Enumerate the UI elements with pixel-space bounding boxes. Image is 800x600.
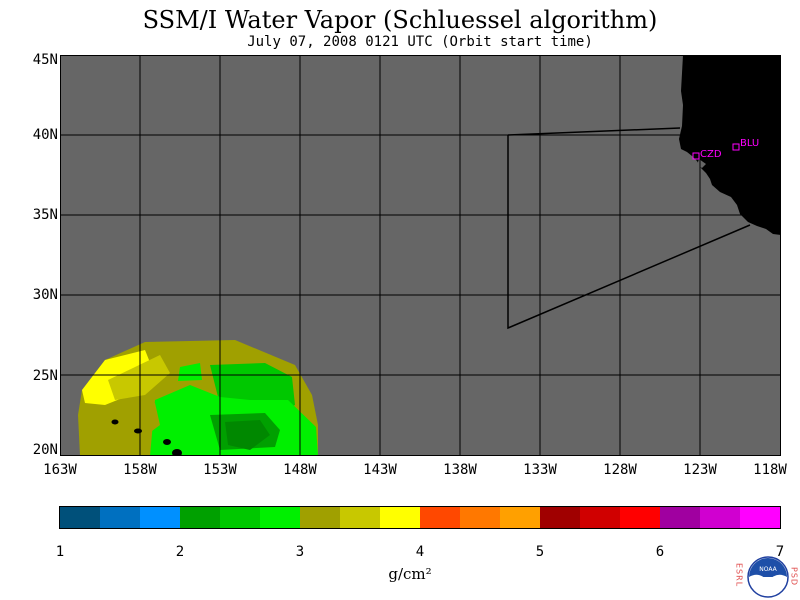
colorbar-frame: [59, 506, 781, 529]
island-oahu: [134, 428, 142, 434]
colorbar-swatch: [540, 507, 580, 528]
colorbar-swatch: [660, 507, 700, 528]
colorbar-label-2: 2: [175, 544, 185, 560]
chart-subtitle: July 07, 2008 0121 UTC (Orbit start time…: [247, 34, 593, 50]
hawaii-islands: [111, 419, 182, 456]
station-blu-marker: [732, 143, 740, 151]
swath-green-patch: [178, 363, 202, 381]
colorbar-swatch: [460, 507, 500, 528]
lat-lon-grid: [60, 55, 781, 456]
lon-label-128w: 128W: [603, 462, 637, 478]
lat-label-30n: 30N: [32, 287, 58, 303]
logo-noaa-text: NOAA: [759, 566, 777, 573]
colorbar-swatch: [700, 507, 740, 528]
chart-title: SSM/I Water Vapor (Schluessel algorithm): [142, 6, 658, 34]
water-vapor-swath: [78, 340, 318, 456]
colorbar-swatch: [180, 507, 220, 528]
colorbar-label-7: 7: [775, 544, 785, 560]
colorbar-swatch: [420, 507, 460, 528]
colorbar-swatch: [340, 507, 380, 528]
lat-label-25n: 25N: [32, 368, 58, 384]
california-coast-land: [679, 55, 781, 235]
domain-outline-top: [507, 127, 681, 136]
island-hawaii: [172, 449, 182, 456]
island-maui: [163, 439, 171, 445]
logo-esrl-text: ESRL: [735, 563, 744, 587]
logo-psd-text: PSD: [790, 567, 799, 586]
station-czd-marker: [692, 152, 700, 160]
lat-label-40n: 40N: [32, 127, 58, 143]
island-kauai: [111, 419, 119, 425]
swath-darkestgreen: [225, 420, 270, 450]
san-francisco-bay: [697, 159, 706, 168]
colorbar-label-5: 5: [535, 544, 545, 560]
colorbar-swatch: [740, 507, 780, 528]
lat-label-45n: 45N: [32, 52, 58, 68]
colorbar-swatch: [140, 507, 180, 528]
station-blu-label: BLU: [740, 138, 759, 149]
colorbar-units: g/cm²: [388, 565, 432, 583]
lon-label-133w: 133W: [523, 462, 557, 478]
colorbar-swatch: [100, 507, 140, 528]
colorbar-swatch: [60, 507, 100, 528]
domain-outline: [507, 135, 751, 330]
colorbar-swatch: [620, 507, 660, 528]
lon-label-138w: 138W: [443, 462, 477, 478]
station-blu: BLU: [732, 138, 759, 151]
lat-label-20n: 20N: [32, 442, 58, 458]
colorbar-label-6: 6: [655, 544, 665, 560]
colorbar-swatch: [500, 507, 540, 528]
lon-label-148w: 148W: [283, 462, 317, 478]
colorbar-swatch: [220, 507, 260, 528]
map-panel: CZD BLU: [60, 55, 781, 456]
map-frame: [60, 55, 781, 456]
colorbar: [59, 506, 781, 529]
lon-label-143w: 143W: [363, 462, 397, 478]
lon-label-163w: 163W: [43, 462, 77, 478]
station-czd-label: CZD: [700, 149, 722, 160]
lon-label-153w: 153W: [203, 462, 237, 478]
swath-yellowgreen: [108, 355, 170, 400]
lon-label-123w: 123W: [683, 462, 717, 478]
colorbar-swatch: [300, 507, 340, 528]
lat-label-35n: 35N: [32, 207, 58, 223]
station-czd: CZD: [692, 149, 722, 160]
lon-label-118w: 118W: [753, 462, 787, 478]
colorbar-swatch: [380, 507, 420, 528]
colorbar-swatch: [260, 507, 300, 528]
noaa-esrl-psd-logo: ESRL NOAA PSD: [735, 556, 799, 598]
colorbar-label-4: 4: [415, 544, 425, 560]
colorbar-swatch: [580, 507, 620, 528]
colorbar-label-1: 1: [55, 544, 65, 560]
colorbar-label-3: 3: [295, 544, 305, 560]
lon-label-158w: 158W: [123, 462, 157, 478]
